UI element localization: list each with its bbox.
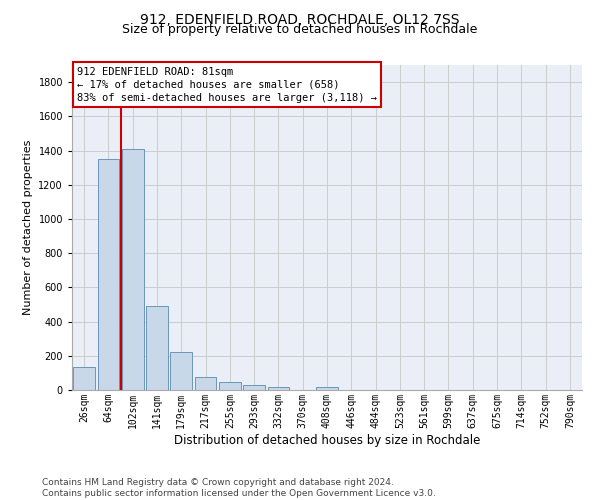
Bar [268, 387, 289, 390]
Bar [170, 352, 192, 390]
Bar [146, 306, 168, 390]
Bar [243, 385, 265, 390]
Y-axis label: Number of detached properties: Number of detached properties [23, 140, 33, 315]
Text: 912, EDENFIELD ROAD, ROCHDALE, OL12 7SS: 912, EDENFIELD ROAD, ROCHDALE, OL12 7SS [140, 12, 460, 26]
Bar [122, 149, 143, 390]
Bar [316, 387, 338, 390]
Bar [194, 377, 217, 390]
Text: Size of property relative to detached houses in Rochdale: Size of property relative to detached ho… [122, 24, 478, 36]
Text: 912 EDENFIELD ROAD: 81sqm
← 17% of detached houses are smaller (658)
83% of semi: 912 EDENFIELD ROAD: 81sqm ← 17% of detac… [77, 66, 377, 103]
Text: Contains HM Land Registry data © Crown copyright and database right 2024.
Contai: Contains HM Land Registry data © Crown c… [42, 478, 436, 498]
Bar [219, 382, 241, 390]
Bar [97, 159, 119, 390]
Bar [73, 367, 95, 390]
X-axis label: Distribution of detached houses by size in Rochdale: Distribution of detached houses by size … [174, 434, 480, 446]
